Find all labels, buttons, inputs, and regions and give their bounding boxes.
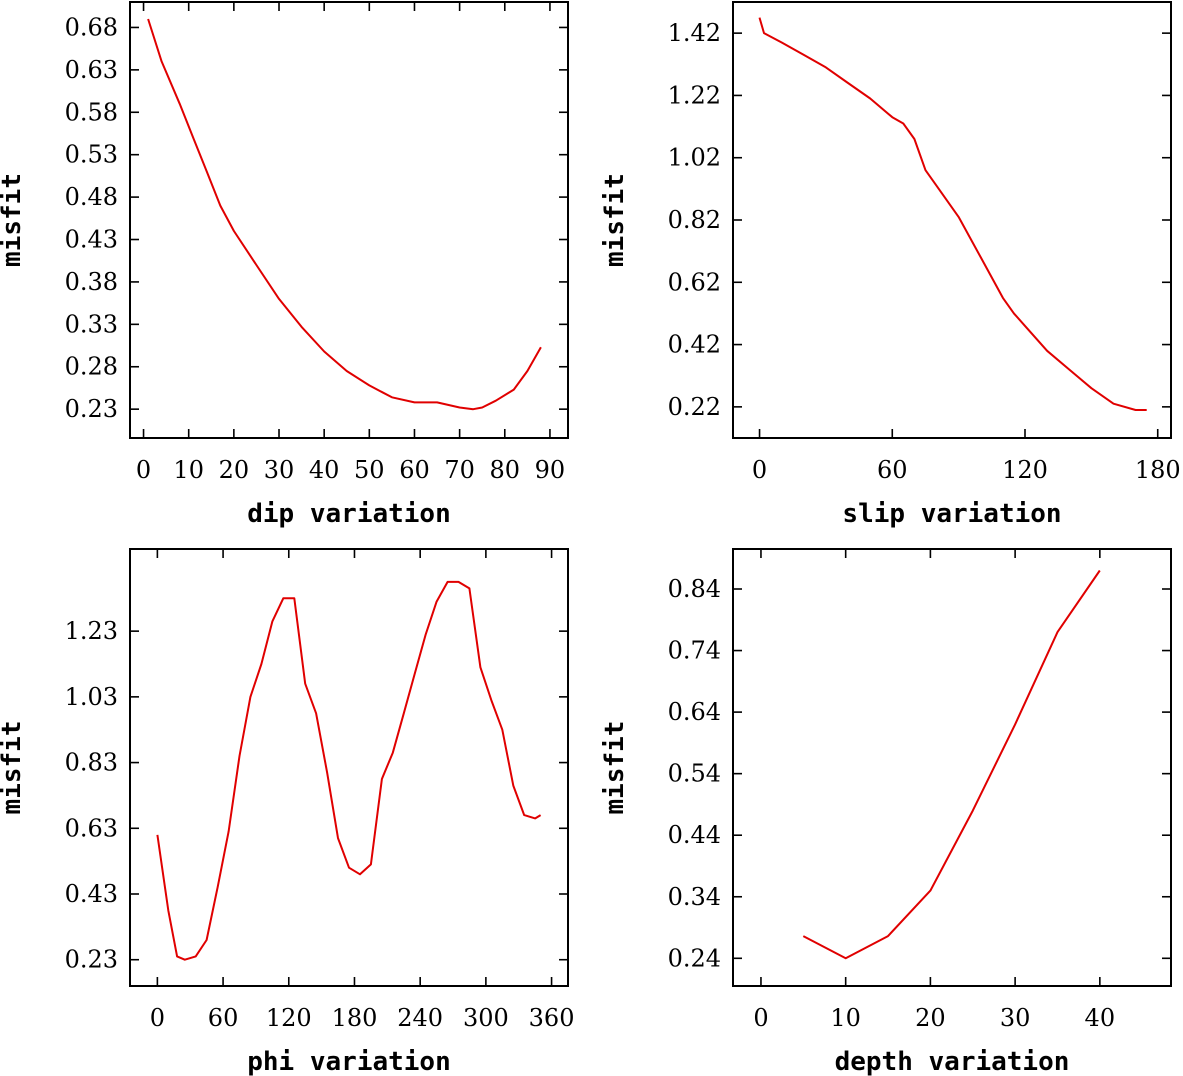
depth-ytick-label: 0.74: [668, 637, 721, 665]
depth-xtick-label: 10: [830, 1004, 861, 1032]
dip-misfit-line: [147, 18, 542, 411]
slip-plot-frame: [732, 1, 1172, 439]
phi-xtick-label: 240: [397, 1004, 443, 1032]
slip-ytick-label: 0.62: [668, 268, 721, 296]
phi-xtick-label: 180: [332, 1004, 378, 1032]
depth-xtick-label: 30: [1000, 1004, 1031, 1032]
depth-xtick-label: 40: [1085, 1004, 1116, 1032]
phi-xtick-label: 120: [266, 1004, 312, 1032]
slip-y-axis-label: misfit: [600, 173, 630, 267]
dip-xtick-label: 60: [399, 456, 430, 484]
depth-ytick-label: 0.24: [668, 944, 721, 972]
slip-panel: 0.22 0.42 0.62 0.82 1.02 1.22 1.42 0 60 120 180 sli…: [600, 1, 1181, 529]
dip-ytick-label: 0.23: [65, 395, 118, 423]
dip-ytick-label: 0.43: [65, 226, 118, 254]
slip-ytick-label: 1.22: [668, 81, 721, 109]
phi-y-axis-label: misfit: [0, 721, 27, 815]
depth-x-axis-label: depth variation: [835, 1047, 1070, 1076]
phi-misfit-line: [156, 580, 542, 961]
dip-ytick-label: 0.38: [65, 268, 118, 296]
dip-xtick-label: 80: [490, 456, 521, 484]
dip-ytick-label: 0.28: [65, 353, 118, 381]
slip-xtick-label: 60: [877, 456, 908, 484]
dip-ytick-label: 0.33: [65, 310, 118, 338]
dip-ytick-label: 0.68: [65, 13, 118, 41]
dip-x-axis-label: dip variation: [247, 499, 451, 529]
phi-panel: 0.23 0.43 0.63 0.83 1.03 1.23 0 60 120 180 240 300 3…: [0, 548, 575, 1076]
phi-plot-frame: [129, 548, 569, 987]
phi-ytick-label: 0.63: [65, 814, 118, 842]
phi-x-axis-label: phi variation: [247, 1047, 451, 1076]
slip-ytick-label: 0.42: [668, 331, 721, 359]
slip-misfit-line: [758, 17, 1147, 411]
slip-xtick-label: 120: [1002, 456, 1048, 484]
phi-ytick-label: 0.43: [65, 880, 118, 908]
dip-xtick-label: 0: [136, 456, 151, 484]
phi-xtick-label: 0: [150, 1004, 165, 1032]
depth-plot-frame: [732, 548, 1172, 987]
dip-xtick-label: 20: [219, 456, 250, 484]
slip-xtick-label: 0: [752, 456, 767, 484]
phi-ytick-label: 0.23: [65, 946, 118, 974]
depth-ytick-label: 0.34: [668, 883, 721, 911]
phi-xtick-label: 60: [208, 1004, 239, 1032]
depth-ytick-label: 0.64: [668, 698, 721, 726]
dip-ytick-label: 0.53: [65, 141, 118, 169]
phi-ytick-label: 1.23: [65, 617, 118, 645]
slip-ytick-label: 0.82: [668, 206, 721, 234]
dip-plot-frame: [129, 1, 569, 439]
depth-misfit-line: [802, 569, 1101, 960]
slip-ytick-label: 1.42: [668, 19, 721, 47]
slip-ytick-label: 1.02: [668, 144, 721, 172]
slip-ytick-label: 0.22: [668, 393, 721, 421]
phi-ytick-label: 0.83: [65, 749, 118, 777]
depth-ytick-label: 0.44: [668, 821, 721, 849]
dip-xtick-label: 40: [309, 456, 340, 484]
phi-xtick-label: 360: [529, 1004, 575, 1032]
depth-xtick-label: 0: [753, 1004, 768, 1032]
dip-ytick-label: 0.63: [65, 56, 118, 84]
dip-ytick-label: 0.48: [65, 183, 118, 211]
depth-y-axis-label: misfit: [600, 721, 630, 815]
phi-xtick-label: 300: [463, 1004, 509, 1032]
dip-xtick-label: 10: [173, 456, 204, 484]
dip-xtick-label: 30: [264, 456, 295, 484]
dip-y-axis-label: misfit: [0, 173, 27, 267]
dip-panel: 0.23 0.28 0.33 0.38 0.43 0.48 0.53 0.58 0.63 0.68…: [0, 1, 569, 529]
dip-xtick-label: 90: [535, 456, 566, 484]
dip-ytick-label: 0.58: [65, 98, 118, 126]
dip-xtick-label: 70: [444, 456, 475, 484]
depth-panel: 0.24 0.34 0.44 0.54 0.64 0.74 0.84 0 10 20 30 40 dep…: [600, 548, 1172, 1076]
slip-x-axis-label: slip variation: [842, 499, 1061, 529]
dip-xtick-label: 50: [354, 456, 385, 484]
depth-ytick-label: 0.54: [668, 760, 721, 788]
depth-xtick-label: 20: [915, 1004, 946, 1032]
phi-ytick-label: 1.03: [65, 683, 118, 711]
slip-xtick-label: 180: [1135, 456, 1181, 484]
depth-ytick-label: 0.84: [668, 575, 721, 603]
